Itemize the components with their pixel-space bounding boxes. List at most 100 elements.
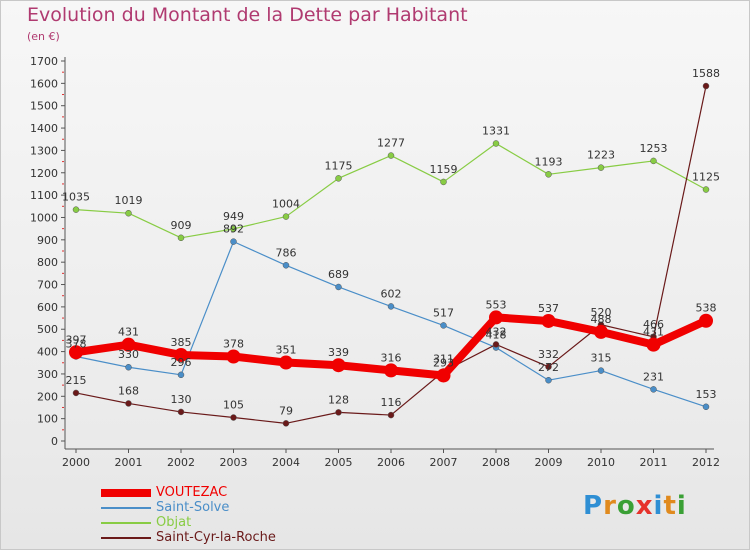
series-line-1 [75,241,707,408]
data-label: 339 [328,346,349,359]
data-label: 466 [643,318,664,331]
data-point [230,414,237,421]
data-point [545,171,552,178]
data-point [387,152,395,159]
legend: VOUTEZAC Saint-Solve Objat Saint-Cyr-la-Roc… [101,485,361,545]
legend-swatch [101,537,151,539]
legend-item: Objat [101,515,361,530]
data-label: 553 [486,298,507,311]
data-label: 432 [486,325,507,338]
x-tick-label: 2006 [377,456,405,469]
y-tick-label: 1500 [30,100,58,113]
logo-letter: o [616,491,636,521]
data-point [650,386,657,393]
data-point [125,209,132,217]
data-label: 909 [171,219,192,232]
data-point [387,303,395,310]
data-label: 520 [591,306,612,319]
data-point [72,389,80,397]
y-tick-label: 500 [37,323,58,336]
data-point [331,358,346,373]
legend-label: VOUTEZAC [156,485,228,500]
data-point [594,324,608,339]
legend-item: Saint-Solve [101,500,361,515]
data-label: 378 [223,338,244,351]
y-tick-label: 1400 [30,122,58,135]
x-tick-label: 2007 [430,456,458,469]
data-point [646,337,661,352]
data-label: 311 [433,352,454,365]
y-tick-label: 900 [37,234,58,247]
data-point [72,206,80,213]
data-label: 130 [171,393,192,406]
logo-letter: i [676,491,687,521]
data-point [177,371,185,379]
data-point [279,355,293,370]
data-label: 1175 [325,159,353,172]
data-point [226,349,241,364]
data-label: 397 [66,333,87,346]
logo-letter: r [603,491,617,521]
data-label: 116 [381,396,402,409]
data-label: 1277 [377,137,405,150]
data-label: 949 [223,210,244,223]
data-point [545,363,552,371]
data-label: 431 [118,326,139,339]
data-label: 689 [328,268,349,281]
data-point [282,213,290,220]
legend-item: Saint-Cyr-la-Roche [101,530,361,545]
logo-letter: P [583,491,604,521]
data-label: 272 [538,361,559,374]
y-tick-label: 200 [37,390,58,403]
y-tick-label: 1700 [30,55,58,68]
y-tick-label: 0 [51,435,58,448]
x-tick-label: 2012 [692,456,720,469]
data-point [121,337,136,352]
data-label: 105 [223,399,244,412]
data-point [125,400,132,407]
y-tick-label: 1000 [30,211,58,224]
data-point [335,283,342,291]
y-tick-label: 800 [37,256,58,269]
data-point [440,322,447,329]
data-label: 431 [643,326,664,339]
y-tick-label: 100 [37,413,58,426]
data-label: 488 [591,313,612,326]
legend-label: Objat [156,515,192,530]
data-label: 602 [381,287,402,300]
data-point [282,262,290,269]
data-point [335,409,342,416]
data-point [597,367,605,374]
proxiti-logo: Proxiti [583,491,687,521]
data-point [230,238,237,245]
data-point [69,345,83,360]
legend-label: Saint-Cyr-la-Roche [156,530,276,545]
x-tick-label: 2005 [325,456,353,469]
data-label: 128 [328,393,349,406]
data-point [492,341,500,348]
data-point [282,420,290,427]
data-point [177,234,185,242]
data-label: 538 [696,302,717,315]
logo-letter: t [663,491,677,521]
data-point [702,186,710,193]
data-label: 293 [433,357,454,370]
y-tick-label: 300 [37,368,58,381]
x-tick-label: 2010 [587,456,615,469]
logo-letter: x [635,491,654,521]
x-tick-label: 2002 [167,456,195,469]
data-point [387,411,395,419]
y-tick-label: 1100 [30,189,58,202]
data-label: 1125 [692,171,720,184]
data-point [545,376,552,384]
data-label: 517 [433,306,454,319]
data-label: 537 [538,302,559,315]
data-point [597,164,605,171]
data-label: 1035 [62,191,90,204]
y-tick-label: 600 [37,301,58,314]
legend-swatch [101,522,151,524]
data-point [650,157,657,165]
data-label: 1253 [640,142,668,155]
data-point [436,368,451,383]
